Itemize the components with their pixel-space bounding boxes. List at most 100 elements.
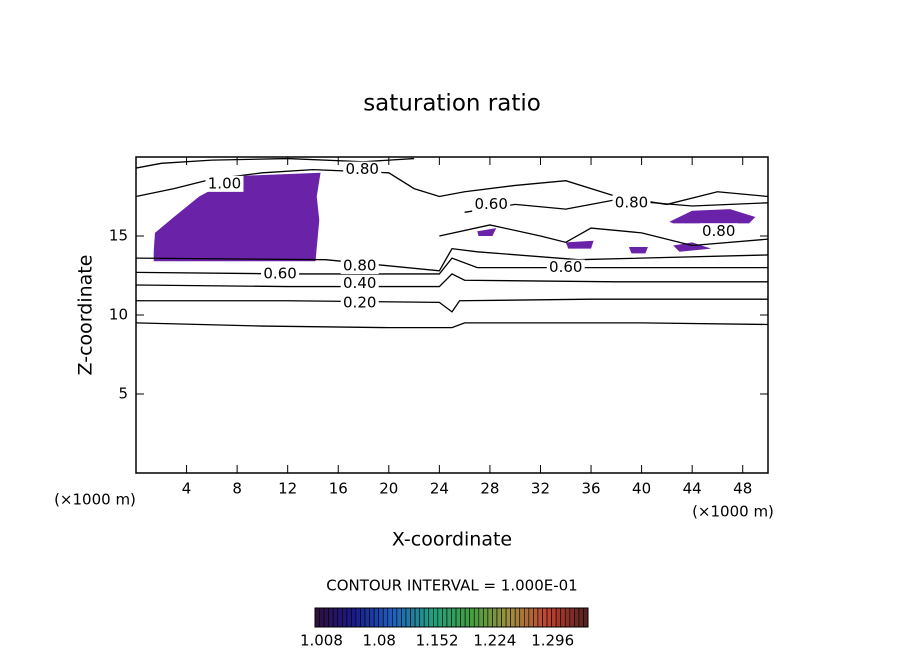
colorbar-stripe [514,607,521,628]
contour-line [439,224,769,247]
contour-line [135,157,415,169]
colorbar-stripe [555,607,562,628]
contour-label: 0.80 [702,222,735,240]
colorbar-stripe [360,607,366,628]
colorbar-stripe [528,607,534,628]
contour-label-bg [612,194,651,211]
colorbar-stripe [328,607,334,628]
contour-label-bg [472,196,511,213]
colorbar-stripe [510,607,516,628]
colorbar-stripe [451,607,457,628]
colorbar-stripe [332,607,339,628]
filled-region [565,240,594,249]
contour-label: 0.80 [615,193,648,211]
colorbar-stripe [460,607,466,628]
x-tick-label: 28 [480,480,499,498]
colorbar-stripe [546,607,552,628]
contour-interval: CONTOUR INTERVAL = 1.000E-01 [326,577,577,595]
contour-label: 0.60 [474,195,507,213]
colorbar-stripe [432,607,439,628]
colorbar-stripe [464,607,470,628]
colorbar-stripe [564,607,571,628]
x-tick-label: 48 [733,480,752,498]
colorbar-stripe [574,607,580,628]
contour-label-bg [340,295,379,312]
filled-region [477,228,497,236]
chart-title: saturation ratio [363,91,541,117]
contour-label-bg [205,175,244,192]
colorbar-stripe [355,607,361,628]
x-tick-label: 12 [278,480,297,498]
contour-label: 0.80 [346,160,379,178]
colorbar-stripe [537,607,543,628]
y-tick-label: 15 [109,227,128,245]
y-tick-label: 5 [118,385,128,403]
colorbar-stripe [401,607,407,628]
contour-label: 0.80 [343,257,376,275]
colorbar-stripe [505,607,511,628]
colorbar-stripe [337,607,343,628]
x-tick-label: 4 [182,480,192,498]
x-tick-label: 24 [430,480,449,498]
colorbar-stripe [405,607,411,628]
colorbar-stripe [423,607,430,628]
x-tick-label: 40 [632,480,651,498]
colorbar-stripe [523,607,530,628]
contour-line [135,322,769,329]
contour-label: 0.40 [343,274,376,292]
colorbar-stripe [319,607,325,628]
x-tick-label: 32 [531,480,550,498]
colorbar-stripe [396,607,402,628]
colorbar-stripe [346,607,352,628]
contour-label: 0.20 [343,294,376,312]
colorbar-stripe [483,607,489,628]
colorbar-stripe [551,607,557,628]
colorbar-stripe [578,607,584,628]
colorbar-stripe [542,607,548,628]
colorbar-tick-label: 1.296 [531,632,574,650]
filled-region [628,247,648,254]
contour-line [136,298,768,313]
x-tick-label: 8 [232,480,242,498]
contour-label-bg [340,275,379,292]
filled-region [153,172,321,262]
y-axis-label: Z-coordinate [75,255,97,376]
colorbar-stripe [487,607,493,628]
colorbar-stripe [437,607,443,628]
colorbar-stripe [382,607,389,628]
colorbar-stripe [442,607,448,628]
filled-region [669,209,756,224]
x-tick-label: 36 [581,480,600,498]
colorbar-stripe [419,607,425,628]
x-tick-label: 16 [329,480,348,498]
colorbar-stripe [501,607,507,628]
contour-label-bg [699,223,738,240]
x-unit-label: (×1000 m) [692,503,774,521]
colorbar-stripe [560,607,566,628]
colorbar-stripe [414,607,420,628]
x-unit-label: (×1000 m) [54,491,136,509]
colorbar-stripe [469,607,475,628]
contour-label: 0.60 [549,258,582,276]
contour-label-bg [546,259,585,276]
contour-label-bg [340,258,379,275]
colorbar-stripe [492,607,498,628]
colorbar-stripe [387,607,393,628]
contour-label: 0.60 [263,264,296,282]
y-tick-label: 10 [109,306,128,324]
x-tick-label: 20 [379,480,398,498]
colorbar-tick-label: 1.152 [416,632,459,650]
colorbar-stripe [378,607,384,628]
colorbar-stripe [455,607,461,628]
filled-region [673,242,712,252]
colorbar-stripe [341,607,348,628]
colorbar-stripe [428,607,434,628]
x-tick-label: 44 [683,480,702,498]
colorbar-frame [314,607,589,628]
x-axis-label: X-coordinate [392,529,512,551]
colorbar-stripe [496,607,502,628]
colorbar-tick-label: 1.008 [300,632,343,650]
colorbar-stripe [351,607,357,628]
colorbar-stripe [364,607,370,628]
